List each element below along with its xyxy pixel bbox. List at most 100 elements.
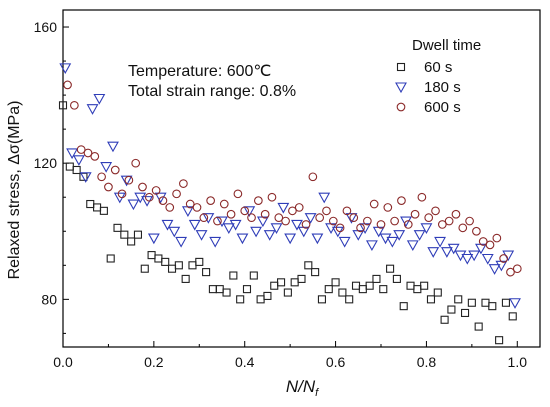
data-point — [202, 213, 215, 224]
data-point — [215, 285, 224, 294]
data-point — [318, 192, 331, 204]
data-point — [72, 165, 81, 175]
data-point — [263, 230, 276, 241]
data-point — [270, 281, 279, 290]
data-point — [79, 172, 92, 183]
data-point — [399, 302, 408, 311]
y-tick-label: 80 — [41, 291, 57, 307]
data-point — [195, 257, 204, 266]
data-point — [403, 220, 413, 229]
data-point — [426, 295, 436, 304]
data-point — [120, 230, 129, 239]
data-point — [328, 216, 338, 226]
series-2 — [63, 80, 522, 277]
data-point — [492, 233, 502, 243]
data-point — [458, 223, 468, 233]
x-tick-label: 0.4 — [235, 354, 255, 370]
data-point — [351, 281, 361, 290]
data-point — [413, 230, 426, 241]
data-point — [304, 213, 317, 224]
data-point — [509, 298, 521, 309]
data-point — [379, 285, 388, 294]
data-point — [199, 213, 209, 222]
data-point — [356, 223, 365, 233]
data-point — [372, 274, 381, 283]
data-point — [392, 274, 401, 283]
data-point — [93, 93, 106, 105]
data-point — [379, 233, 392, 245]
data-point — [427, 247, 440, 258]
data-point — [431, 206, 440, 216]
data-point — [365, 281, 374, 290]
data-point — [322, 206, 331, 216]
legend-marker — [396, 62, 406, 72]
data-point — [345, 295, 354, 304]
data-point — [154, 254, 163, 263]
data-point — [335, 223, 345, 233]
data-point — [315, 213, 325, 222]
data-point — [263, 291, 272, 300]
data-point — [465, 216, 474, 226]
data-point — [202, 268, 211, 277]
data-point — [390, 216, 399, 226]
data-point — [331, 278, 340, 287]
legend-label: 180 s — [424, 79, 461, 96]
data-point — [311, 268, 320, 277]
data-point — [467, 298, 476, 307]
data-point — [288, 206, 297, 216]
data-point — [140, 264, 149, 273]
series-1 — [59, 63, 521, 309]
data-point — [131, 158, 141, 168]
data-point — [468, 250, 481, 262]
data-point — [376, 220, 386, 229]
legend-label: 600 s — [424, 99, 461, 116]
data-point — [240, 206, 250, 216]
data-point — [369, 199, 379, 209]
data-point — [420, 281, 429, 290]
data-point — [317, 295, 326, 304]
data-point — [365, 240, 378, 252]
series-0 — [58, 101, 517, 345]
data-point — [147, 233, 160, 245]
y-tick-label: 120 — [34, 155, 58, 171]
data-point — [485, 240, 495, 250]
data-point — [277, 202, 290, 214]
data-point — [161, 219, 174, 231]
data-point — [270, 223, 283, 234]
x-axis-label-subscript: f — [315, 387, 319, 399]
data-point — [406, 240, 419, 252]
data-point — [65, 162, 74, 171]
data-point — [226, 209, 236, 219]
data-point — [447, 243, 460, 255]
data-point — [144, 192, 154, 202]
data-point — [440, 315, 449, 324]
data-point — [291, 219, 303, 231]
data-point — [488, 264, 501, 275]
axis-ticks: 0.0 0.2 0.4 0.6 0.8 1.0 80 120 160 — [34, 19, 528, 370]
data-point — [147, 251, 156, 260]
data-point — [386, 264, 395, 273]
data-point — [229, 271, 238, 280]
data-point — [397, 196, 406, 205]
data-point — [260, 209, 270, 219]
data-point — [460, 308, 470, 318]
data-point — [208, 285, 217, 294]
data-point — [97, 172, 106, 182]
data-point — [236, 233, 249, 245]
data-point — [104, 182, 113, 192]
data-point — [70, 100, 79, 110]
data-point — [229, 219, 242, 231]
legend-label: 60 s — [424, 59, 452, 76]
x-tick-label: 1.0 — [508, 354, 528, 370]
data-point — [434, 236, 446, 248]
data-point — [222, 223, 235, 234]
data-point — [93, 203, 102, 212]
x-tick-label: 0.8 — [417, 354, 437, 370]
annotation-temperature: Temperature: 600℃ — [128, 63, 271, 80]
data-point — [461, 253, 474, 265]
data-point — [158, 196, 168, 205]
data-point — [311, 233, 324, 245]
data-point — [188, 261, 197, 270]
